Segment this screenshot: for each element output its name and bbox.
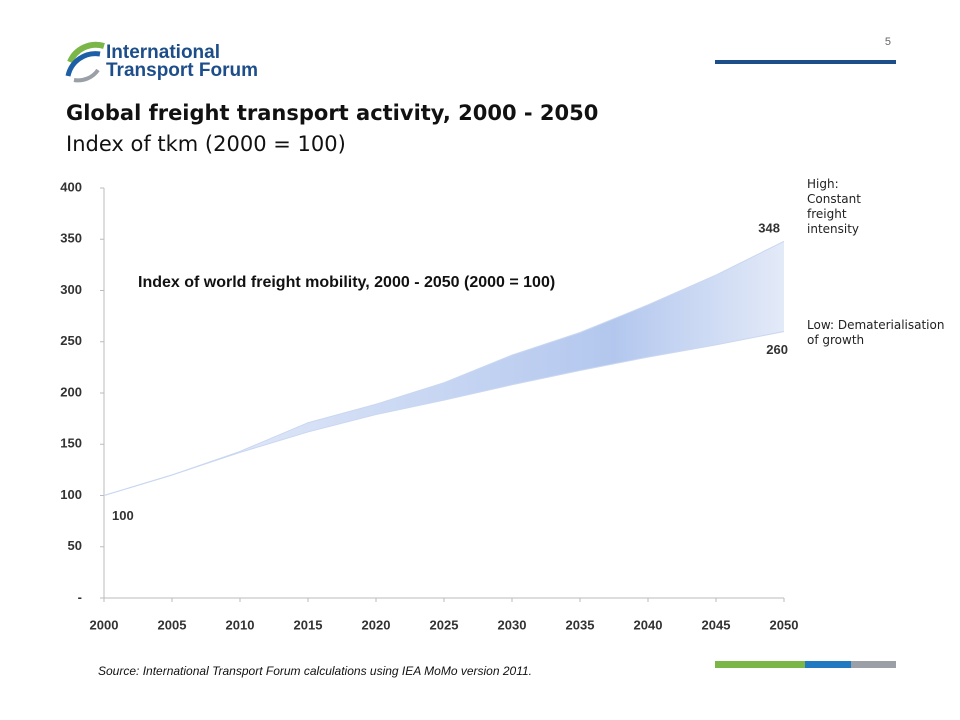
x-tick-label: 2000 <box>90 617 119 632</box>
series-edge <box>103 331 785 496</box>
logo-arc <box>67 41 105 64</box>
data-label: 348 <box>758 221 780 236</box>
y-tick-label: 400 <box>60 179 82 194</box>
x-tick-label: 2020 <box>362 617 391 632</box>
x-tick-label: 2015 <box>294 617 323 632</box>
y-tick-label: 50 <box>68 538 82 553</box>
footer-bar <box>805 661 851 668</box>
slide-subtitle: Index of tkm (2000 = 100) <box>66 132 346 156</box>
x-tick-label: 2025 <box>430 617 459 632</box>
series-edge <box>103 240 785 496</box>
data-label: 100 <box>112 508 134 523</box>
y-tick-label: 200 <box>60 384 82 399</box>
logo-arc <box>65 51 101 77</box>
x-tick-label: 2035 <box>566 617 595 632</box>
y-tick-label: 350 <box>60 231 82 246</box>
footer-bar <box>851 661 896 668</box>
x-tick-label: 2050 <box>770 617 799 632</box>
x-tick-label: 2040 <box>634 617 663 632</box>
legend-high: High: Constant freight intensity <box>807 177 861 236</box>
data-label: 260 <box>766 342 788 357</box>
y-tick-label: 100 <box>60 487 82 502</box>
x-tick-label: 2010 <box>226 617 255 632</box>
y-tick-label: 250 <box>60 333 82 348</box>
logo-text: Transport Forum <box>106 60 258 81</box>
y-tick-label: - <box>78 589 82 604</box>
logo-arc <box>73 68 100 83</box>
top-rule <box>715 60 896 64</box>
source: Source: International Transport Forum ca… <box>98 664 532 678</box>
page-number: 5 <box>885 36 891 48</box>
x-tick-label: 2045 <box>702 617 731 632</box>
chart-title: Index of world freight mobility, 2000 - … <box>138 274 555 291</box>
x-tick-label: 2005 <box>158 617 187 632</box>
logo-text: International <box>106 42 220 63</box>
slide-title: Global freight transport activity, 2000 … <box>66 101 598 125</box>
footer-bar <box>715 661 805 668</box>
y-tick-label: 150 <box>60 436 82 451</box>
legend-low: Low: Dematerialisation of growth <box>807 318 945 347</box>
y-tick-label: 300 <box>60 282 82 297</box>
x-tick-label: 2030 <box>498 617 527 632</box>
